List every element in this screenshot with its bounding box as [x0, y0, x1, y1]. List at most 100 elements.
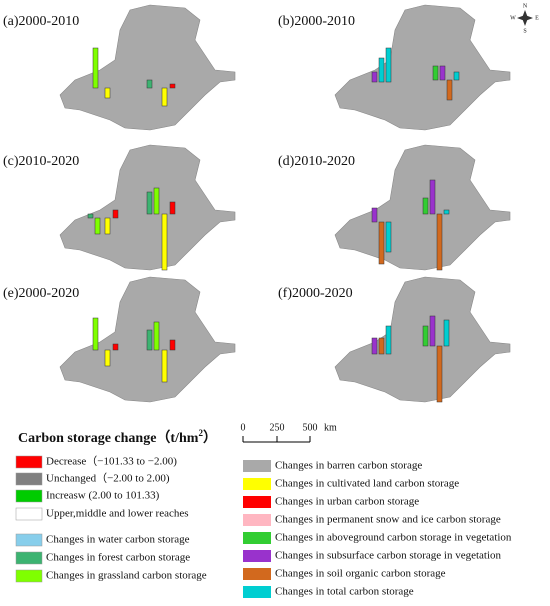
bar-symbol	[112, 209, 119, 219]
legend-label: Changes in aboveground carbon storage in…	[275, 532, 512, 544]
legend-label: Changes in urban carbon storage	[275, 496, 419, 508]
compass: N S E W	[510, 3, 539, 34]
bar-symbol	[104, 349, 111, 367]
panel-label: (b)2000-2010	[278, 14, 355, 29]
bar-symbol	[378, 57, 385, 83]
legend-title-sup: 2	[198, 428, 203, 438]
legend-swatch	[15, 472, 43, 486]
legend-swatch	[15, 507, 43, 521]
bar-symbol	[161, 213, 168, 271]
compass-label: N	[523, 3, 528, 9]
map-panel: (b)2000-2010 N S E W	[278, 3, 539, 131]
basin-map	[59, 4, 236, 131]
bar-symbol	[169, 201, 176, 215]
legend-label: Changes in permanent snow and ice carbon…	[275, 514, 501, 526]
map-panel: (c)2010-2020	[3, 144, 236, 271]
bar-symbol	[439, 65, 446, 81]
bar-symbol	[153, 321, 160, 351]
bar-symbol	[92, 317, 99, 351]
bar-symbol	[432, 65, 439, 81]
bar-symbol	[453, 71, 460, 81]
bar-symbol	[385, 221, 392, 253]
legend-label: Changes in water carbon storage	[46, 534, 190, 546]
bar-symbol	[161, 349, 168, 383]
legend-label: Decrease（−101.33 to −2.00)	[46, 455, 177, 468]
scale-label: 500	[303, 422, 318, 433]
legend-swatch	[243, 496, 271, 508]
legend-title-text: Carbon storage change（t/hm	[18, 430, 199, 446]
bar-symbol	[385, 325, 392, 355]
bar-symbol	[422, 325, 429, 347]
legend-label: Unchanged（−2.00 to 2.00)	[46, 472, 170, 485]
legend-swatch	[243, 586, 271, 598]
panel-label: (f)2000-2020	[278, 286, 353, 301]
bar-symbol	[443, 319, 450, 347]
bar-symbol	[92, 47, 99, 89]
basin-map	[334, 276, 511, 403]
panel-label: (a)2000-2010	[3, 14, 79, 29]
bar-symbol	[146, 191, 153, 215]
legend: Changes in barren carbon storage Changes …	[243, 460, 512, 598]
legend-swatch	[243, 568, 271, 580]
bar-symbol	[371, 71, 378, 83]
panel-label: (d)2010-2020	[278, 154, 355, 169]
bar-symbol	[446, 79, 453, 101]
legend-label: Changes in total carbon storage	[275, 586, 414, 598]
bar-symbol	[371, 337, 378, 355]
bar-symbol	[94, 217, 101, 235]
legend: Decrease（−101.33 to −2.00) Unchanged（−2.0…	[15, 455, 207, 583]
bar-symbol	[443, 209, 450, 215]
bar-symbol	[378, 337, 385, 355]
bar-symbol	[436, 213, 443, 271]
scale-label: 0	[241, 422, 246, 433]
legend-swatch	[243, 460, 271, 472]
map-panel: (e)2000-2020	[3, 276, 236, 403]
legend-swatch	[243, 514, 271, 526]
basin-map	[334, 4, 511, 131]
legend-swatch	[243, 532, 271, 544]
bar-symbol	[146, 79, 153, 89]
legend-title-end: ）	[203, 430, 217, 446]
legend-label: Changes in grassland carbon storage	[46, 570, 207, 582]
legend-swatch	[15, 569, 43, 583]
bar-symbol	[422, 197, 429, 215]
panel-label: (e)2000-2020	[3, 286, 79, 301]
bar-symbol	[169, 83, 176, 89]
bar-symbol	[104, 87, 111, 99]
compass-label: S	[523, 28, 526, 34]
legend-swatch	[15, 489, 43, 503]
bar-symbol	[436, 345, 443, 403]
bar-symbol	[153, 187, 160, 215]
bar-symbol	[429, 315, 436, 347]
legend-label: Changes in forest carbon storage	[46, 552, 190, 564]
legend-swatch	[243, 478, 271, 490]
bar-symbol	[161, 87, 168, 107]
map-panel: (d)2010-2020	[278, 144, 511, 271]
map-panel: (f)2000-2020	[278, 276, 511, 403]
bar-symbol	[112, 343, 119, 351]
legend-swatch	[15, 455, 43, 469]
legend-swatch	[15, 551, 43, 565]
legend-label: Increasw (2.00 to 101.33)	[46, 490, 160, 502]
legend-label: Changes in cultivated land carbon storag…	[275, 478, 459, 490]
bar-symbol	[169, 339, 176, 351]
bar-symbol	[378, 221, 385, 265]
legend-title: Carbon storage change（t/hm2）	[18, 428, 217, 446]
scale-bar: 0 250 500 km	[241, 422, 337, 443]
bar-symbol	[146, 329, 153, 351]
bar-symbol	[87, 213, 94, 219]
compass-label: E	[535, 15, 539, 21]
scale-unit: km	[324, 422, 337, 433]
scale-label: 250	[270, 422, 285, 433]
legend-label: Changes in barren carbon storage	[275, 460, 422, 472]
bar-symbol	[371, 207, 378, 223]
panel-label: (c)2010-2020	[3, 154, 79, 169]
legend-label: Changes in soil organic carbon storage	[275, 568, 446, 580]
bar-symbol	[385, 47, 392, 83]
legend-swatch	[243, 550, 271, 562]
basin-map	[334, 144, 511, 271]
legend-label: Upper,middle and lower reaches	[46, 508, 189, 520]
bar-symbol	[104, 217, 111, 235]
bar-symbol	[429, 179, 436, 215]
